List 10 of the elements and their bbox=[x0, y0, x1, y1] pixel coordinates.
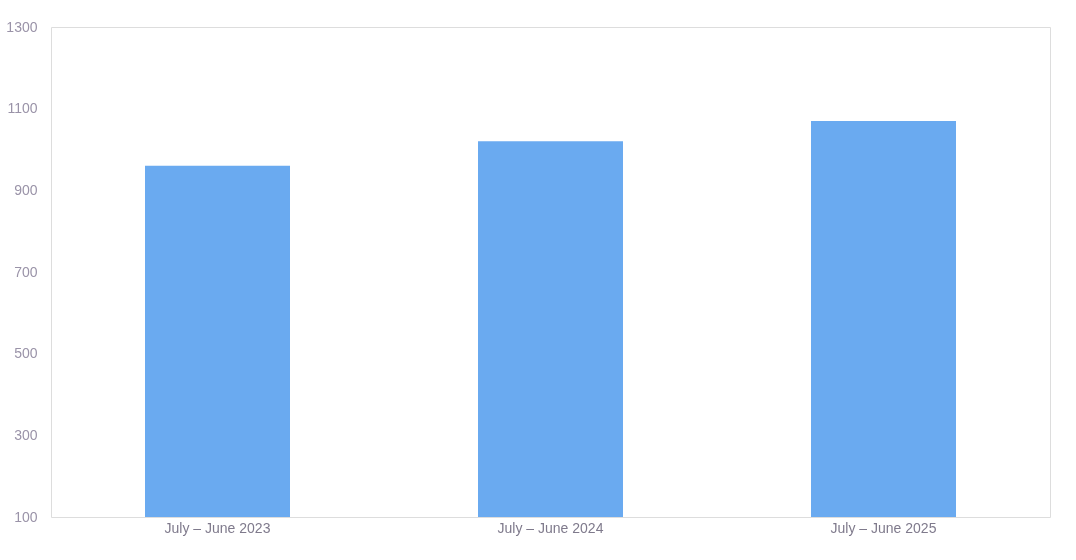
y-tick-label: 1100 bbox=[7, 100, 38, 117]
y-tick-label: 700 bbox=[14, 263, 38, 280]
y-tick-label: 100 bbox=[14, 508, 38, 525]
x-tick-label: July – June 2024 bbox=[497, 519, 604, 536]
y-tick-label: 1300 bbox=[6, 18, 38, 35]
y-tick-label: 900 bbox=[14, 181, 38, 198]
x-tick-label: July – June 2025 bbox=[830, 519, 937, 536]
y-tick-label: 300 bbox=[14, 426, 38, 443]
x-tick-label: July – June 2023 bbox=[164, 519, 271, 536]
y-tick-label: 500 bbox=[14, 345, 38, 362]
